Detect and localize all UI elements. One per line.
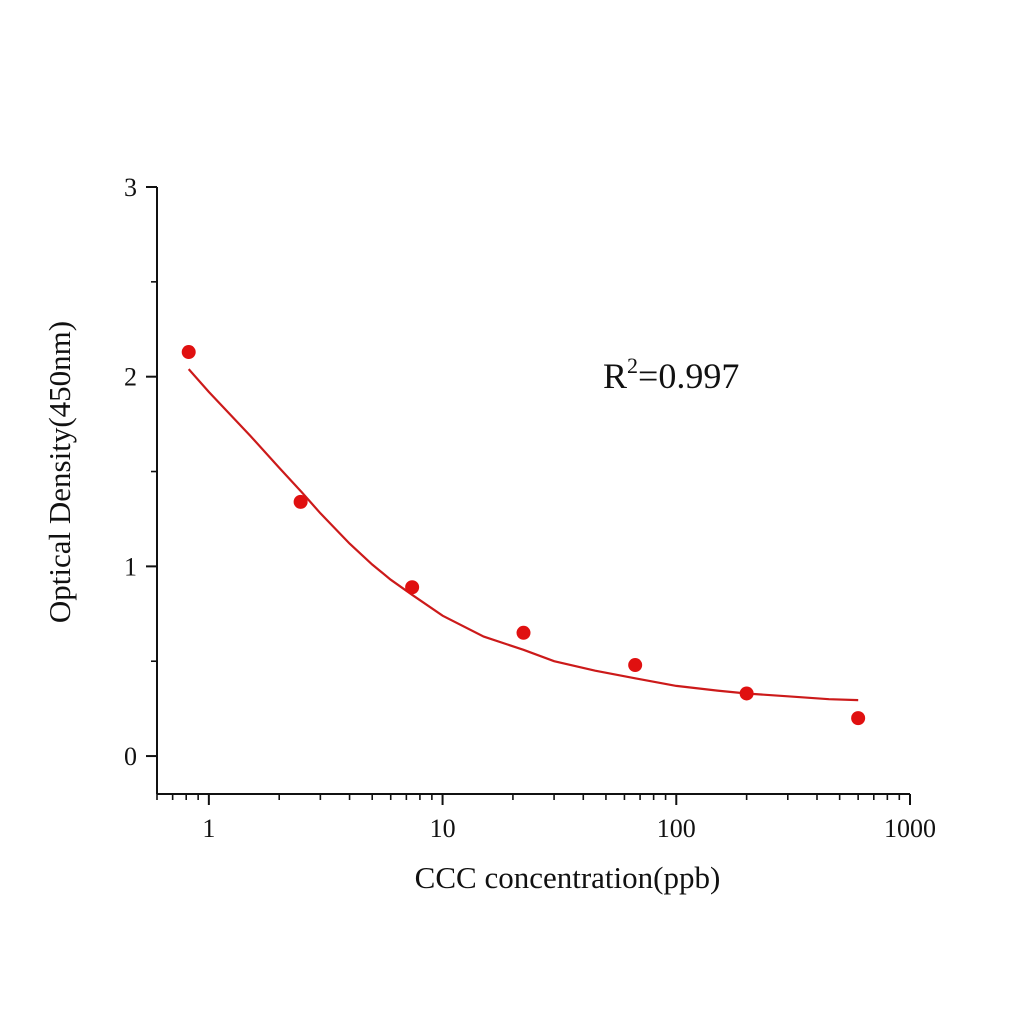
data-point xyxy=(628,658,643,673)
y-tick-label: 0 xyxy=(124,742,137,771)
r-squared-annotation: R2=0.997 xyxy=(603,353,739,396)
r2-superscript: 2 xyxy=(627,353,638,378)
x-tick-label: 100 xyxy=(657,814,696,843)
data-point xyxy=(405,580,420,595)
data-point xyxy=(293,494,308,509)
axes xyxy=(156,187,910,795)
x-tick-label: 1000 xyxy=(884,814,936,843)
y-tick-label: 2 xyxy=(124,363,137,392)
y-tick-label: 3 xyxy=(124,173,137,202)
data-points xyxy=(181,345,866,726)
x-axis-title: CCC concentration(ppb) xyxy=(415,860,721,895)
data-point xyxy=(739,686,754,701)
r2-prefix: R xyxy=(603,356,627,396)
data-point xyxy=(516,625,531,640)
data-point xyxy=(181,345,196,360)
y-tick-label: 1 xyxy=(124,552,137,581)
data-point xyxy=(851,711,866,726)
x-tick-label: 1 xyxy=(202,814,215,843)
y-axis-title: Optical Density(450nm) xyxy=(42,321,77,623)
x-tick-label: 10 xyxy=(430,814,456,843)
x-axis-ticks: 1 10 100 1000 xyxy=(156,794,936,843)
y-axis-ticks: 0 1 2 3 xyxy=(124,173,157,771)
fit-curve xyxy=(187,368,859,702)
r2-value: =0.997 xyxy=(638,356,739,396)
